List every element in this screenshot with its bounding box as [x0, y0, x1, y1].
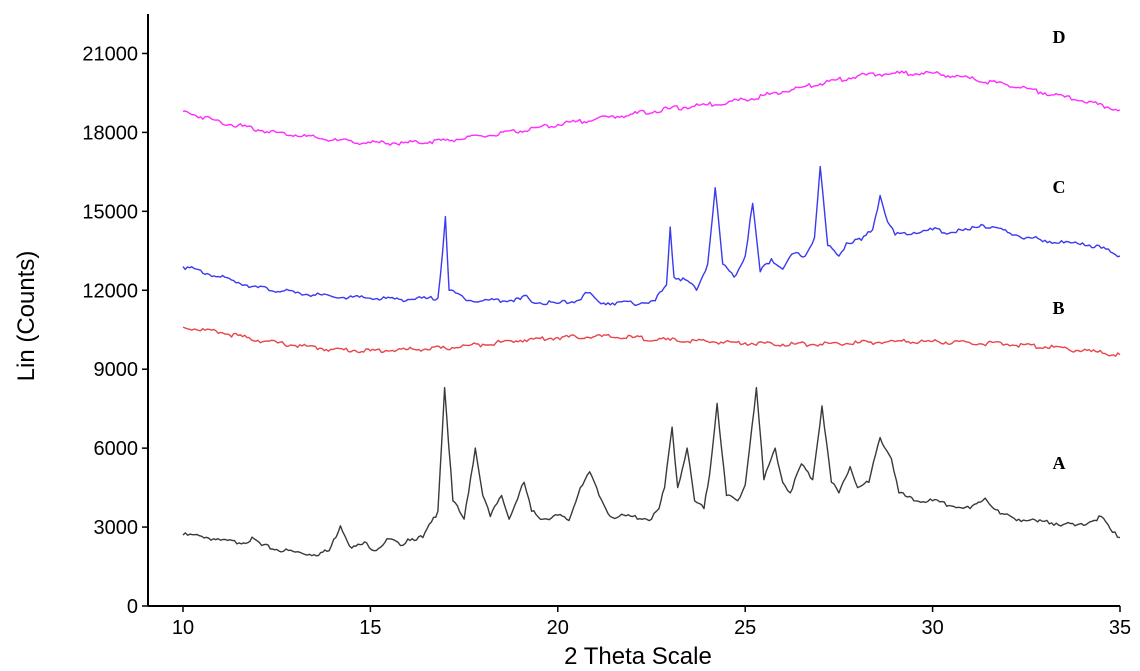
- series-labels: A B C D: [1053, 27, 1066, 473]
- x-tick-label: 25: [734, 617, 756, 639]
- y-axis-ticks: 0 3000 6000 9000 12000 15000 18000 21000: [82, 43, 148, 618]
- series-label-b: B: [1053, 298, 1065, 318]
- x-axis-ticks: 10 15 20 25 30 35: [172, 606, 1131, 639]
- y-tick-label: 3000: [94, 517, 139, 539]
- x-tick-label: 30: [921, 617, 943, 639]
- series-label-c: C: [1053, 177, 1066, 197]
- plot-series: [182, 70, 1121, 557]
- series-line-d: [182, 70, 1121, 146]
- y-tick-label: 21000: [82, 43, 138, 65]
- series-line-c: [182, 165, 1121, 307]
- series-label-a: A: [1053, 453, 1066, 473]
- y-tick-label: 18000: [82, 122, 138, 144]
- y-tick-label: 9000: [94, 359, 139, 381]
- y-tick-label: 0: [127, 596, 138, 618]
- x-tick-label: 35: [1109, 617, 1131, 639]
- y-tick-label: 12000: [82, 280, 138, 302]
- series-label-d: D: [1053, 27, 1066, 47]
- x-tick-label: 10: [172, 617, 194, 639]
- series-line-a: [182, 386, 1121, 557]
- y-axis-title: Lin (Counts): [13, 251, 40, 382]
- series-line-b: [182, 326, 1121, 357]
- x-tick-label: 20: [547, 617, 569, 639]
- x-tick-label: 15: [359, 617, 381, 639]
- x-axis-title: 2 Theta Scale: [564, 643, 712, 670]
- y-tick-label: 15000: [82, 201, 138, 223]
- y-tick-label: 6000: [94, 438, 139, 460]
